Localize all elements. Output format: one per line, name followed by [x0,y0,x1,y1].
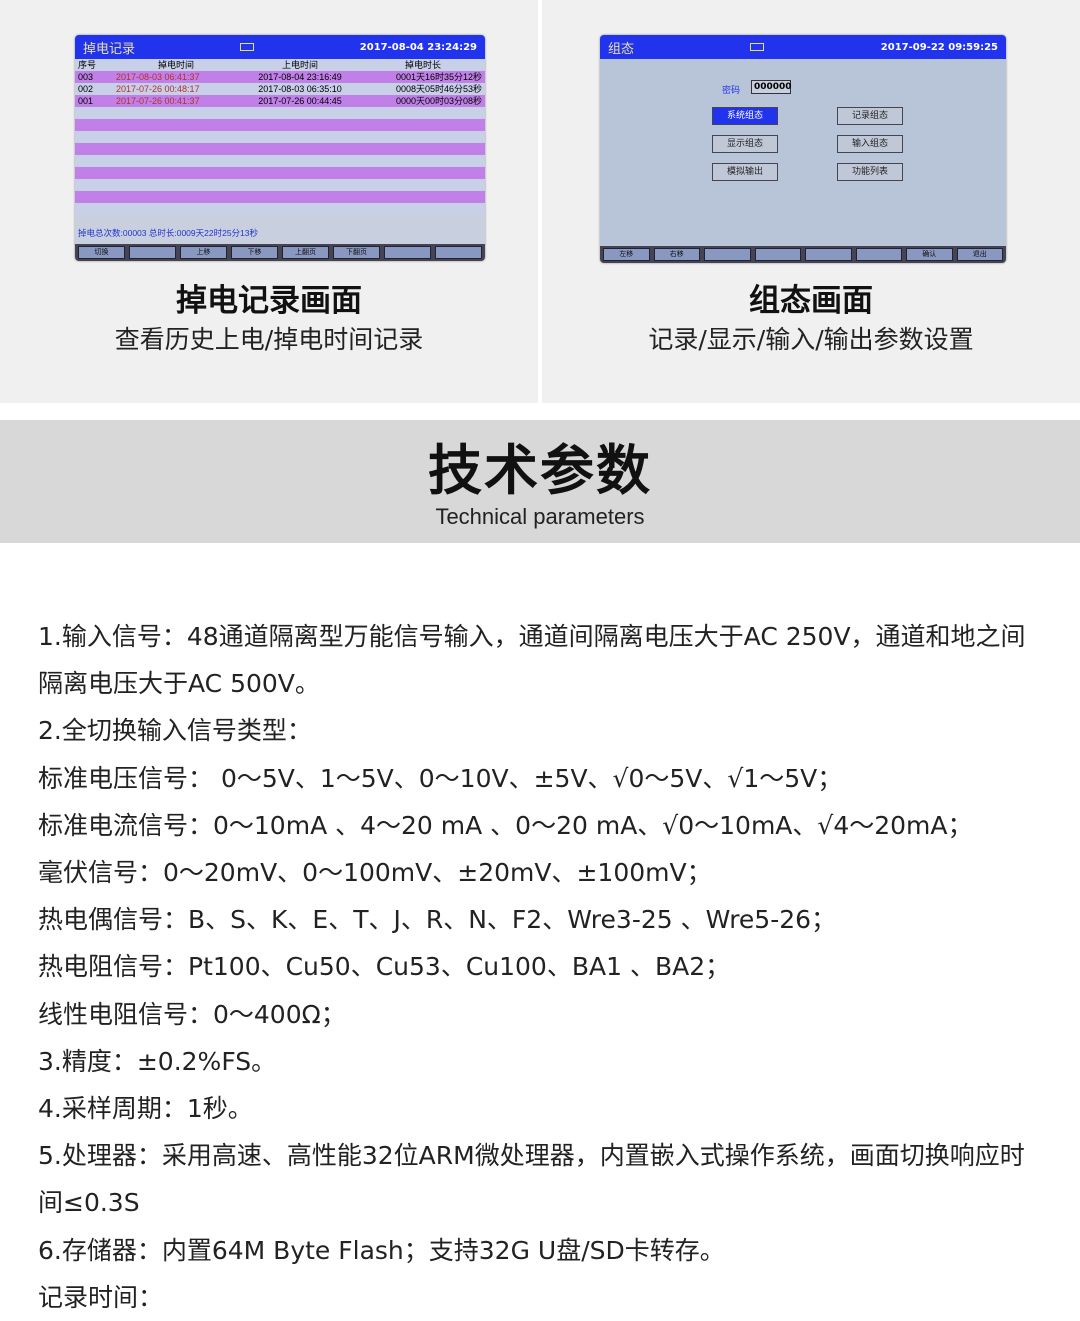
display-config-button[interactable]: 显示组态 [712,135,778,153]
cell: 0008天05时46分53秒 [395,84,482,94]
function-key[interactable]: 左移 [603,248,650,261]
screen-title: 组态 [608,41,635,57]
analog-output-button[interactable]: 模拟输出 [712,163,778,181]
cell: 2017-08-03 06:35:10 [258,84,342,94]
screen-title: 掉电记录 [83,41,136,57]
spec-line: 线性电阻信号：0～400Ω； [38,999,346,1029]
input-config-button[interactable]: 输入组态 [837,135,903,153]
function-key[interactable]: 退出 [956,248,1003,261]
function-key[interactable]: 确认 [906,248,953,261]
function-key[interactable] [129,246,176,259]
cell: 2017-07-26 00:48:17 [116,84,200,94]
table-row [75,179,485,191]
screen-datetime: 2017-08-04 23:24:29 [359,41,477,53]
table-row: 001 2017-07-26 00:41:37 2017-07-26 00:44:4… [75,95,485,107]
record-config-button[interactable]: 记录组态 [837,107,903,125]
cell: 2017-08-03 06:41:37 [116,72,200,82]
section-header: 技术参数 Technical parameters [0,420,1080,543]
header-index: 序号 [78,60,97,70]
function-key[interactable] [384,246,431,259]
function-key[interactable]: 下移 [231,246,278,259]
cell: 002 [78,84,94,94]
table-row [75,191,485,203]
spec-line: 3.精度：±0.2%FS。 [38,1046,277,1076]
power-log-screen: 掉电记录 2017-08-04 23:24:29 序号 掉电时间 上电时间 掉电时长 0… [75,35,485,261]
function-key-bar: 左移 右移 确认 退出 [600,246,1006,263]
cell: 0001天16时35分12秒 [395,72,482,82]
spec-line: 2.全切换输入信号类型： [38,716,312,746]
function-key[interactable]: 上翻页 [282,246,329,259]
system-config-button[interactable]: 系统组态 [712,107,778,125]
header-off-time: 掉电时间 [157,60,194,70]
table-header: 序号 掉电时间 上电时间 掉电时长 [75,59,485,71]
function-key[interactable] [855,248,902,261]
function-key[interactable]: 下翻页 [333,246,380,259]
config-screen: 组态 2017-09-22 09:59:25 密码 000000 系统组态 记录组… [600,35,1006,263]
table-row: 002 2017-07-26 00:48:17 2017-08-03 06:35:1… [75,83,485,95]
spec-line: 热电阻信号：Pt100、Cu50、Cu53、Cu100、BA1 、BA2； [38,952,731,982]
table-row [75,131,485,143]
spec-line: 毫伏信号：0～20mV、0～100mV、±20mV、±100mV； [38,858,712,888]
table-row: 003 2017-08-03 06:41:37 2017-08-04 23:16:4… [75,71,485,83]
spec-line: 标准电流信号：0～10mA 、4～20 mA 、0～20 mA、√0～10mA、… [38,810,973,840]
function-key-bar: 切换 上移 下移 上翻页 下翻页 [75,244,485,261]
spec-line: 4.采样周期：1秒。 [38,1094,253,1124]
table-row [75,167,485,179]
caption-title: 组态画面 [749,283,873,319]
function-key[interactable] [435,246,482,259]
left-panel: 掉电记录 2017-08-04 23:24:29 序号 掉电时间 上电时间 掉电时长 0… [0,0,538,403]
cell: 003 [78,72,94,82]
battery-icon [240,43,255,51]
table-body: 003 2017-08-03 06:41:37 2017-08-04 23:16:4… [75,71,485,215]
table-row [75,203,485,215]
summary: 掉电总次数:00003 总时长:0009天22时25分13秒 [78,228,258,238]
cell: 2017-07-26 00:44:45 [258,96,342,106]
function-list-button[interactable]: 功能列表 [837,163,903,181]
function-key[interactable] [805,248,852,261]
screen-datetime: 2017-09-22 09:59:25 [880,41,998,53]
header-on-time: 上电时间 [281,60,318,70]
right-caption: 组态画面记录/显示/输入/输出参数设置 [542,283,1080,355]
caption-subtitle: 查看历史上电/掉电时间记录 [114,325,424,354]
spec-list: 1.输入信号：48通道隔离型万能信号输入，通道间隔离电压大于AC 250V，通道… [38,613,1048,1321]
caption-subtitle: 记录/显示/输入/输出参数设置 [648,325,974,354]
left-caption: 掉电记录画面查看历史上电/掉电时间记录 [0,283,538,355]
table-row [75,119,485,131]
password-input[interactable]: 000000 [751,80,792,94]
function-key[interactable]: 上移 [180,246,227,259]
function-key[interactable] [754,248,801,261]
cell: 001 [78,96,94,106]
function-key[interactable]: 切换 [78,246,125,259]
table-row [75,143,485,155]
spec-line: 6.存储器：内置64M Byte Flash；支持32G U盘/SD卡转存。 [38,1235,725,1265]
table-row [75,155,485,167]
spec-line: 记录时间： [38,1282,164,1312]
password-label: 密码 [722,86,741,96]
spec-line: 5.处理器：采用高速、高性能32位ARM微处理器，内置嵌入式操作系统，画面切换响… [38,1141,1025,1218]
spec-line: 1.输入信号：48通道隔离型万能信号输入，通道间隔离电压大于AC 250V，通道… [38,622,1026,699]
function-key[interactable]: 右移 [653,248,700,261]
section-title: 技术参数 [428,439,652,502]
cell: 2017-07-26 00:41:37 [116,96,200,106]
right-panel: 组态 2017-09-22 09:59:25 密码 000000 系统组态 记录组… [542,0,1080,403]
cell: 2017-08-04 23:16:49 [258,72,342,82]
battery-icon [750,43,765,51]
table-row [75,107,485,119]
spec-line: 标准电压信号： 0～5V、1～5V、0～10V、±5V、√0～5V、√1～5V； [38,763,843,793]
cell: 0000天00时03分08秒 [395,96,482,106]
function-key[interactable] [704,248,751,261]
spec-line: 热电偶信号：B、S、K、E、T、J、R、N、F2、Wre3-25 、Wre5-2… [38,905,837,935]
header-duration: 掉电时长 [404,60,441,70]
caption-title: 掉电记录画面 [176,283,362,319]
section-subtitle: Technical parameters [435,504,645,529]
